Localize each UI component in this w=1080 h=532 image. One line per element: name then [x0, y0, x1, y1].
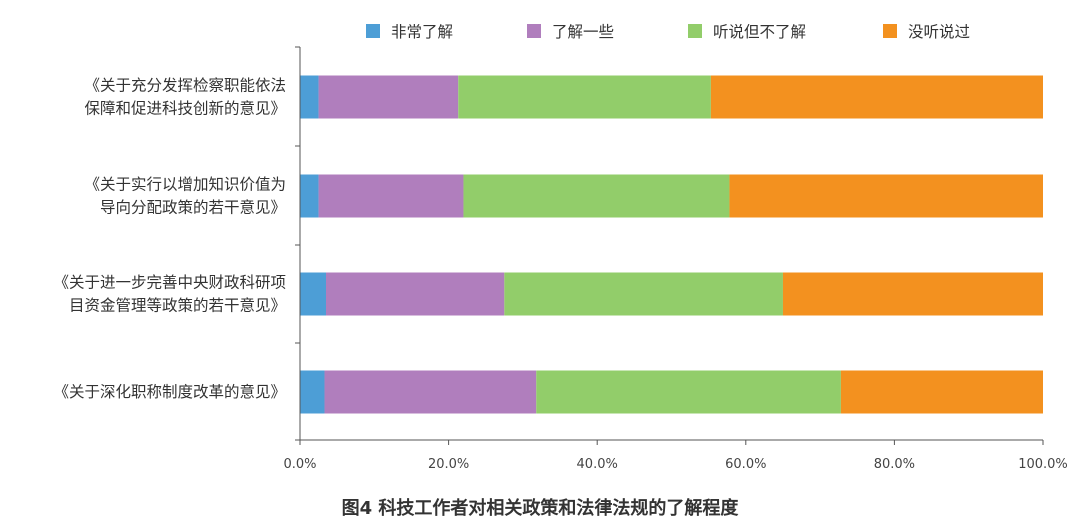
category-label-1-0: 《关于实行以增加知识价值为: [84, 176, 286, 194]
x-tick-label-0: 0.0%: [283, 457, 316, 472]
legend-swatch-2: [688, 24, 702, 38]
bar-0-2: [458, 75, 711, 119]
bar-3-1: [324, 370, 537, 414]
bar-2-2: [504, 272, 783, 316]
bar-2-3: [782, 272, 1043, 316]
legend-swatch-0: [366, 24, 380, 38]
bar-3-3: [840, 370, 1043, 414]
category-label-1-1: 导向分配政策的若干意见》: [100, 198, 286, 217]
legend-swatch-1: [527, 24, 541, 38]
x-tick-label-5: 100.0%: [1018, 457, 1068, 472]
bar-1-2: [463, 174, 730, 218]
category-label-2-0: 《关于进一步完善中央财政科研项: [53, 274, 286, 292]
bar-0-1: [318, 75, 459, 119]
legend-label-2: 听说但不了解: [713, 23, 806, 41]
category-label-2-1: 目资金管理等政策的若干意见》: [69, 296, 286, 315]
legend-label-1: 了解一些: [552, 23, 614, 41]
bar-1-3: [729, 174, 1043, 218]
bar-0-3: [710, 75, 1043, 119]
bar-1-1: [318, 174, 464, 218]
legend: 非常了解 了解一些 听说但不了解 没听说过: [366, 23, 970, 41]
chart-title: 图4 科技工作者对相关政策和法律法规的了解程度: [341, 498, 739, 519]
x-tick-label-3: 60.0%: [725, 457, 766, 472]
category-label-0-0: 《关于充分发挥检察职能依法: [84, 77, 286, 95]
x-tick-label-2: 40.0%: [577, 457, 618, 472]
legend-swatch-3: [883, 24, 897, 38]
bars: [300, 75, 1043, 414]
category-label-3-0: 《关于深化职称制度改革的意见》: [53, 382, 286, 401]
bar-1-0: [300, 174, 319, 218]
bar-3-2: [536, 370, 841, 414]
x-tick-label-1: 20.0%: [428, 457, 469, 472]
bar-2-0: [300, 272, 326, 316]
axes: 0.0% 20.0% 40.0% 60.0% 80.0% 100.0%: [283, 46, 1068, 472]
x-tick-label-4: 80.0%: [874, 457, 915, 472]
legend-label-3: 没听说过: [908, 23, 970, 41]
bar-0-0: [300, 75, 319, 119]
bar-2-1: [326, 272, 505, 316]
bar-3-0: [300, 370, 325, 414]
category-label-0-1: 保障和促进科技创新的意见》: [84, 99, 286, 118]
stacked-bar-chart: 非常了解 了解一些 听说但不了解 没听说过 0.0% 20.0% 40.0% 60.0% 80…: [53, 23, 1068, 472]
category-labels: 《关于充分发挥检察职能依法保障和促进科技创新的意见》《关于实行以增加知识价值为导…: [53, 77, 286, 402]
legend-label-0: 非常了解: [391, 23, 453, 41]
